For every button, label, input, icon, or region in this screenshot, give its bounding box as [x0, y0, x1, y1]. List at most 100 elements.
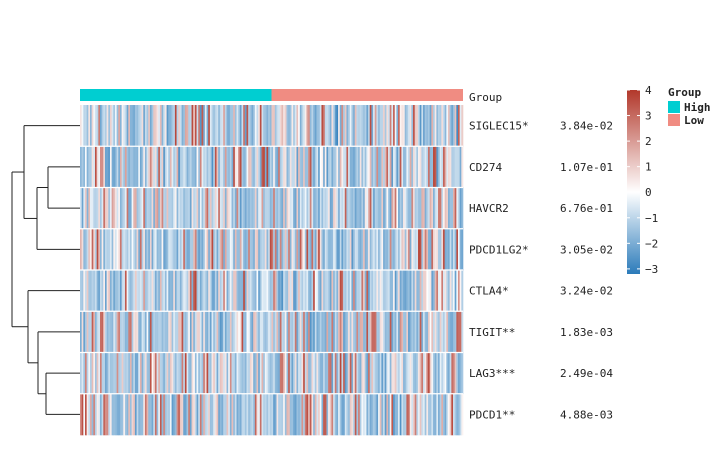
heatmap-cell: [306, 146, 309, 188]
heatmap-cell: [299, 187, 302, 230]
heatmap-cell: [456, 105, 459, 147]
heatmap-cell: [389, 352, 392, 395]
heatmap-cell: [296, 393, 299, 436]
colorbar-tick-label: −3: [645, 263, 658, 276]
heatmap-cell: [323, 270, 326, 312]
heatmap-cell: [154, 228, 157, 271]
heatmap-cell: [219, 270, 222, 312]
heatmap-cell: [153, 352, 156, 395]
heatmap-cell: [159, 352, 162, 395]
heatmap-cell: [159, 393, 162, 436]
heatmap-cell: [284, 311, 287, 353]
heatmap-cell: [391, 311, 394, 353]
heatmap-cell: [379, 393, 382, 436]
heatmap-cell: [233, 146, 236, 188]
heatmap-cell: [408, 352, 411, 395]
heatmap-cell: [184, 352, 187, 395]
heatmap-cell: [104, 393, 107, 436]
heatmap-cell: [146, 270, 149, 312]
heatmap-cell: [173, 146, 176, 188]
heatmap-cell: [286, 187, 289, 230]
heatmap-cell: [118, 393, 121, 436]
heatmap-cell: [83, 187, 86, 230]
heatmap-cell: [423, 187, 425, 230]
heatmap-cell: [229, 146, 232, 188]
heatmap-cell: [226, 187, 229, 230]
heatmap-cell: [423, 352, 425, 395]
heatmap-cell: [203, 105, 206, 147]
heatmap-cell: [168, 146, 171, 188]
heatmap-cell: [313, 187, 316, 230]
heatmap-cell: [433, 352, 435, 395]
heatmap-cell: [159, 228, 162, 271]
heatmap-cell: [238, 393, 241, 436]
heatmap-cell: [249, 105, 252, 147]
heatmap-cell: [433, 228, 435, 271]
heatmap-cell: [251, 105, 254, 147]
heatmap-cell: [158, 270, 161, 312]
heatmap-cell: [228, 228, 231, 271]
heatmap-cell: [226, 270, 229, 312]
heatmap-cell: [393, 270, 396, 312]
heatmap-cell: [151, 187, 154, 230]
heatmap-cell: [329, 146, 332, 188]
heatmap-cell: [268, 228, 271, 271]
heatmap-cell: [203, 270, 206, 312]
heatmap-cell: [353, 352, 356, 395]
heatmap-cell: [304, 105, 307, 147]
heatmap-cell: [203, 228, 206, 271]
heatmap-cell: [399, 270, 402, 312]
heatmap-cell: [401, 393, 404, 436]
heatmap-cell: [88, 105, 91, 147]
heatmap-cell: [296, 352, 299, 395]
heatmap-cell: [338, 352, 341, 395]
heatmap-cell: [103, 393, 106, 436]
heatmap-cell: [91, 311, 94, 353]
heatmap-cell: [134, 187, 137, 230]
heatmap-cell: [136, 270, 139, 312]
heatmap-row: [80, 228, 464, 271]
heatmap-cell: [249, 270, 252, 312]
heatmap-cell: [266, 393, 269, 436]
heatmap-cell: [118, 146, 121, 188]
row-label: CTLA4*: [469, 285, 509, 298]
heatmap-cell: [298, 187, 301, 230]
heatmap-cell: [389, 187, 392, 230]
heatmap-cell: [439, 105, 442, 147]
heatmap-cell: [413, 393, 416, 436]
heatmap-cell: [208, 352, 211, 395]
heatmap-cell: [316, 393, 319, 436]
heatmap-cell: [461, 146, 464, 188]
heatmap-cell: [254, 187, 257, 230]
heatmap-cell: [163, 187, 166, 230]
heatmap-cell: [248, 228, 251, 271]
heatmap-cell: [333, 187, 336, 230]
heatmap-cell: [369, 270, 372, 312]
heatmap-cell: [279, 352, 282, 395]
annotation-segment-low: [271, 89, 463, 101]
heatmap-cell: [306, 311, 309, 353]
heatmap-cell: [364, 352, 367, 395]
heatmap-cell: [209, 393, 212, 436]
heatmap-cell: [109, 228, 112, 271]
heatmap-cell: [323, 311, 326, 353]
heatmap-cell: [191, 393, 194, 436]
heatmap-cell: [314, 146, 317, 188]
heatmap-cell: [144, 105, 147, 147]
heatmap-cell: [169, 393, 172, 436]
heatmap-cell: [254, 352, 257, 395]
heatmap-cell: [249, 393, 252, 436]
heatmap-cell: [283, 352, 286, 395]
heatmap-cell: [328, 146, 331, 188]
heatmap-cell: [158, 352, 161, 395]
heatmap-cell: [151, 270, 154, 312]
heatmap-cell: [236, 311, 239, 353]
heatmap-cell: [439, 228, 442, 271]
heatmap-cell: [233, 228, 236, 271]
heatmap-cell: [336, 105, 339, 147]
heatmap-cell: [318, 228, 321, 271]
heatmap-cell: [294, 228, 297, 271]
heatmap-cell: [116, 146, 119, 188]
heatmap-cell: [364, 228, 367, 271]
heatmap-cell: [288, 352, 291, 395]
